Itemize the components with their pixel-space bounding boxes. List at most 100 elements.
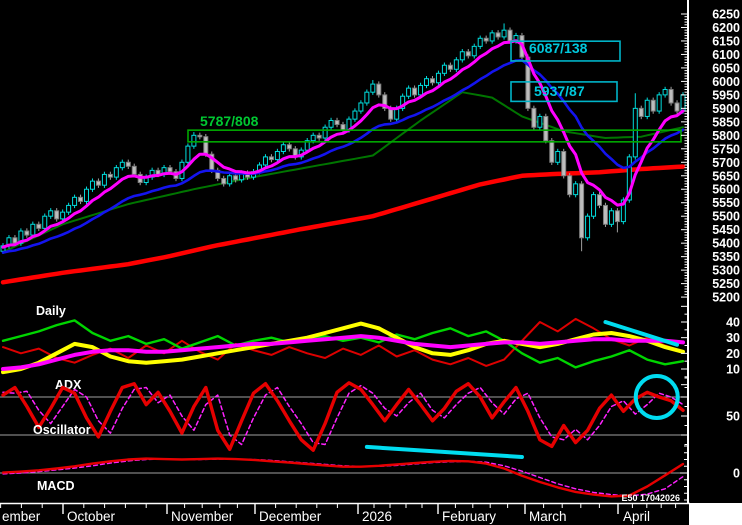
macd-lines	[0, 457, 686, 498]
candle	[495, 30, 501, 40]
candle	[531, 105, 537, 130]
candle	[602, 202, 608, 227]
candle	[656, 92, 662, 114]
candle	[400, 93, 406, 112]
candle	[274, 148, 280, 163]
candle	[125, 159, 131, 170]
svg-text:5500: 5500	[712, 210, 740, 224]
candle	[501, 23, 507, 40]
candle	[364, 89, 370, 106]
candle	[561, 148, 567, 179]
candle	[644, 97, 650, 120]
candle	[477, 35, 483, 50]
adx-trendline[interactable]	[603, 320, 680, 347]
candle	[483, 35, 489, 44]
candle	[573, 181, 579, 198]
candle	[316, 132, 322, 141]
month-label: 2026	[362, 509, 392, 524]
candle	[459, 49, 465, 63]
candle	[537, 113, 543, 130]
svg-text:40: 40	[726, 316, 740, 330]
candle	[567, 173, 573, 198]
price-axis[interactable]: 5200525053005350540054505500555056005650…	[680, 0, 740, 503]
svg-text:6200: 6200	[712, 21, 740, 35]
candle	[358, 100, 364, 114]
svg-text:6250: 6250	[712, 8, 740, 22]
candle	[215, 167, 221, 182]
candle	[465, 49, 471, 59]
candle	[24, 228, 30, 238]
candle	[48, 208, 54, 219]
candle	[42, 213, 48, 232]
candle	[66, 202, 72, 215]
candle	[197, 132, 203, 140]
candle	[191, 132, 197, 149]
candle	[406, 85, 412, 99]
svg-text:6150: 6150	[712, 34, 740, 48]
candle	[185, 143, 191, 165]
candle	[489, 30, 495, 44]
svg-text:5450: 5450	[712, 223, 740, 237]
oscillator-label: Oscillator	[33, 423, 91, 437]
macd-label: MACD	[37, 479, 75, 493]
candlesticks	[0, 23, 686, 254]
ma-fast-line	[1, 39, 685, 249]
time-axis[interactable]: ember October November December 2026 February…	[0, 502, 742, 525]
candle	[453, 57, 459, 72]
svg-text:5300: 5300	[712, 264, 740, 278]
svg-text:6050: 6050	[712, 61, 740, 75]
candle	[543, 113, 549, 144]
axis-corner	[689, 503, 742, 525]
analyst-drawings[interactable]	[364, 320, 680, 460]
candle	[370, 80, 376, 95]
candle	[435, 70, 441, 86]
macd-trendline[interactable]	[364, 444, 524, 460]
adx-panel: ADX	[1, 317, 685, 392]
time-axis-labels: ember October November December 2026 February…	[2, 509, 650, 524]
svg-text:5550: 5550	[712, 196, 740, 210]
candle	[579, 181, 585, 252]
candle	[668, 86, 674, 106]
macd-panel: MACD E50 17042026	[0, 457, 686, 503]
time-axis-ticks	[0, 503, 677, 514]
level-box[interactable]	[510, 81, 618, 103]
month-label: November	[171, 509, 234, 524]
candle	[632, 93, 638, 160]
candle	[322, 124, 328, 141]
candle	[638, 105, 644, 120]
candle	[227, 173, 233, 187]
candle	[101, 171, 107, 188]
candle	[608, 208, 614, 227]
svg-text:5900: 5900	[712, 102, 740, 116]
ma-slow-line	[2, 91, 684, 254]
candle	[113, 164, 119, 180]
candle	[376, 81, 382, 98]
resistance-label-1: 6087/138	[529, 40, 588, 56]
ma-mid-line	[1, 58, 685, 254]
level-box[interactable]	[510, 40, 621, 62]
candle	[107, 171, 113, 180]
candle	[262, 154, 268, 168]
candle	[597, 191, 602, 209]
level-box[interactable]	[187, 129, 682, 143]
period-label: Daily	[36, 304, 66, 318]
svg-text:5250: 5250	[712, 277, 740, 291]
support-level-label: 5787/808	[200, 113, 259, 129]
month-label: March	[529, 509, 567, 524]
candle	[280, 142, 286, 155]
candle	[286, 142, 292, 152]
month-label: October	[67, 509, 116, 524]
oscillator-highlight-circle[interactable]	[633, 374, 680, 420]
month-label: February	[442, 509, 496, 524]
svg-text:5650: 5650	[712, 169, 740, 183]
svg-text:20: 20	[726, 347, 740, 361]
candle	[441, 62, 447, 77]
main-panel: 5787/808 6087/138 5937/87 Daily	[0, 23, 686, 318]
month-label: December	[259, 509, 322, 524]
candle	[95, 178, 101, 188]
candle	[585, 213, 591, 241]
svg-text:5950: 5950	[712, 88, 740, 102]
candle	[555, 148, 561, 165]
candle	[78, 194, 84, 205]
